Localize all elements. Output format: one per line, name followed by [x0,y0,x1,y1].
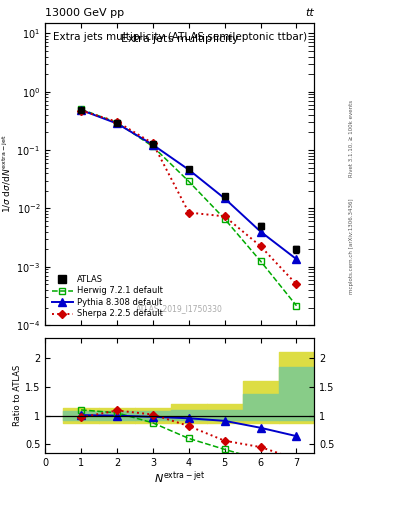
X-axis label: $N^{\mathrm{extra-jet}}$: $N^{\mathrm{extra-jet}}$ [154,470,205,486]
Text: tt: tt [306,8,314,18]
Y-axis label: $1/\sigma\;\mathrm{d}\sigma/\mathrm{d}N^{\mathrm{extra-jet}}$: $1/\sigma\;\mathrm{d}\sigma/\mathrm{d}N^… [1,135,13,214]
Text: 13000 GeV pp: 13000 GeV pp [45,8,124,18]
Text: Extra jets multiplicity (ATLAS semileptonic ttbar): Extra jets multiplicity (ATLAS semilepto… [53,32,307,42]
Text: ATLAS_2019_I1750330: ATLAS_2019_I1750330 [136,304,223,313]
Legend: ATLAS, Herwig 7.2.1 default, Pythia 8.308 default, Sherpa 2.2.5 default: ATLAS, Herwig 7.2.1 default, Pythia 8.30… [50,272,165,321]
Text: Extra jets multiplicity $\bf{}$: Extra jets multiplicity $\bf{}$ [119,32,240,46]
Text: mcplots.cern.ch [arXiv:1306.3436]: mcplots.cern.ch [arXiv:1306.3436] [349,198,354,293]
Y-axis label: Ratio to ATLAS: Ratio to ATLAS [13,365,22,426]
Text: Rivet 3.1.10, ≥ 100k events: Rivet 3.1.10, ≥ 100k events [349,100,354,177]
